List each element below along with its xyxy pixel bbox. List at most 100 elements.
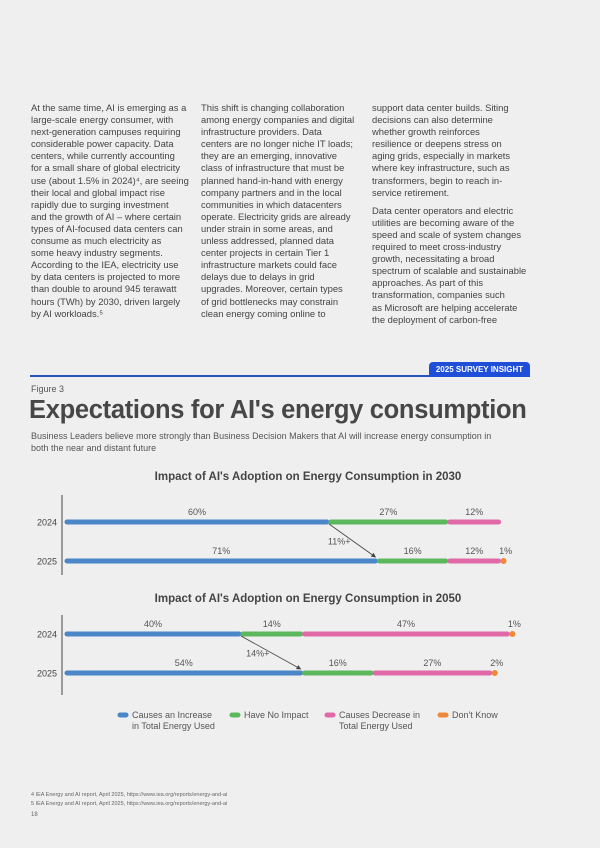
text-line: clean energy coming online to [201,307,326,319]
text-line: decisions can also determine [372,114,493,126]
paragraph: support data center builds. Siting decisi… [372,102,540,199]
text-line: required to meet cross-industry [372,241,502,253]
text-line: for a small share of global electricity [31,162,181,174]
text-line: aging grids, especially in markets [372,150,511,162]
text-line: by data centers is projected to more [31,271,181,283]
text-line: of grid bottlenecks may constrain [201,295,339,307]
data-label: 16% [329,658,347,668]
data-label: 27% [423,658,441,668]
legend-label: Causes Decrease in [339,710,420,720]
text-line: center projects in certain Tier 1 [201,247,330,259]
text-line: and the growth of AI – where certain [31,210,182,222]
data-label: 2% [490,658,503,668]
figure-title: Expectations for AI's energy consumption [29,396,527,424]
data-label: 47% [397,619,415,629]
paragraph: Data center operators and electric utilit… [372,205,540,326]
body-column-2: This shift is changing collaboration amon… [201,102,369,326]
text-line: support data center builds. Siting [372,102,509,113]
text-line: growth, necessitating a broad [372,253,495,265]
bar-segment-dont-know [509,631,516,637]
text-line: among energy companies and digital [201,114,355,126]
text-line: hours (TWh) by 2030, driven largely [31,295,181,307]
text-line: planned hand-in-hand with energy [201,174,343,186]
text-line: utilities are becoming aware of the [372,216,515,228]
text-line: some heavy industry segments. [31,247,163,259]
data-label: 27% [379,507,397,517]
text-line: transformers, begin to reach in- [372,174,503,186]
survey-insight-badge: 2025 SURVEY INSIGHT [429,362,530,377]
text-line: resilience or deepens stress on [372,138,502,150]
paragraph: At the same time, AI is emerging as a lar… [31,102,199,320]
bar-segment-dont-know [500,558,507,564]
text-line: company partners and in the local [201,186,342,198]
figure-subtitle: Business Leaders believe more strongly t… [31,431,492,453]
data-label: 54% [175,658,193,668]
text-line: centers are no longer niche IT loads; [201,138,354,150]
text-line: service retirement. [372,186,450,198]
text-line: the deployment of carbon-free [372,313,498,325]
change-annotation: 11%+ [328,537,351,547]
text-line: infrastructure markets could face [201,259,337,271]
data-label: 14% [263,619,281,629]
section-divider [30,375,440,377]
category-label: 2025 [37,557,57,567]
text-line: speed and scale of system changes [372,228,522,240]
text-line: upgrades. Moreover, certain types [201,283,343,295]
page-number: 18 [31,812,38,818]
legend-label: Don't Know [452,710,498,720]
text-line: types of AI-focused data centers can [31,222,183,234]
text-line: next-generation campuses requiring [31,126,181,138]
text-line: operate. Electricity grids are already [201,210,351,222]
text-line: delays due to delays in grid [201,271,315,283]
text-line: large-scale energy consumer, with [31,114,174,126]
body-column-1: At the same time, AI is emerging as a lar… [31,102,199,326]
text-line: centers, while currently accounting [31,150,175,162]
category-label: 2024 [37,630,57,640]
figure-label: Figure 3 [31,384,65,394]
text-line: infrastructure providers. Data [201,126,322,138]
text-line: At the same time, AI is emerging as a [31,102,187,113]
text-line: transformation, companies such [372,289,505,301]
data-label: 71% [212,546,230,556]
data-label: 16% [404,546,422,556]
text-line: According to the IEA, electricity use [31,259,179,271]
data-label: 60% [188,507,206,517]
data-label: 40% [144,619,162,629]
footnote-5: 5 IEA Energy and AI report, April 2025, … [31,801,228,807]
change-arrow [328,523,377,558]
legend-label: Have No Impact [244,710,309,720]
text-line: their local and global impact rise [31,186,165,198]
text-line: use (about 1.5% in 2024)⁴, are seeing [31,174,189,186]
chart-title: Impact of AI's Adoption on Energy Consum… [155,593,462,605]
text-line: rapidly due to surging investment [31,198,169,210]
text-line: consume as much electricity as [31,235,162,247]
bar-segment-dont-know [491,670,498,676]
footnote-4: 4 IEA Energy and AI report, April 2025, … [31,792,228,798]
text-line: whether growth reinforces [372,126,480,138]
text-line: communities in which datacenters [201,198,342,210]
text-line: spectrum of scalable and sustainable [372,265,527,277]
text-line: they are an emerging, innovative [201,150,338,162]
data-label: 1% [499,546,512,556]
text-line: where key infrastructure, such as [372,162,510,174]
category-label: 2025 [37,669,57,679]
text-line: under strain in some areas, and [201,222,333,234]
text-line: than double to around 945 terawatt [31,283,177,295]
energy-consumption-chart: Impact of AI's Adoption on Energy Consum… [37,471,521,731]
text-line: considerable power capacity. Data [31,138,174,150]
text-line: Data center operators and electric [372,204,514,216]
data-label: 12% [465,546,483,556]
text-line: class of infrastructure that must be [201,162,345,174]
text-line: This shift is changing collaboration [201,102,345,113]
legend-label: Causes an Increase [132,710,212,720]
text-line: unless addressed, planned data [201,235,334,247]
body-column-3: support data center builds. Siting decisi… [372,102,540,332]
text-line: by AI workloads.⁵ [31,307,104,319]
data-label: 1% [508,619,521,629]
legend-label: in Total Energy Used [132,721,215,731]
data-label: 12% [465,507,483,517]
change-arrow [240,635,302,670]
change-annotation: 14%+ [246,649,269,659]
paragraph: This shift is changing collaboration amon… [201,102,369,320]
text-line: as Microsoft are helping accelerate [372,301,518,313]
